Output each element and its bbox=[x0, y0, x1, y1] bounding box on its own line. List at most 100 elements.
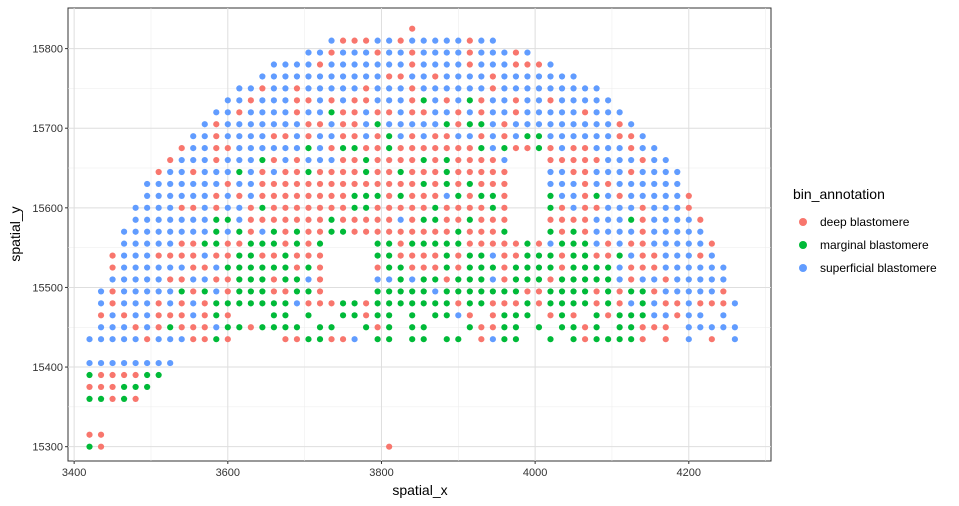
data-point bbox=[535, 300, 543, 307]
data-point bbox=[432, 85, 439, 92]
data-point bbox=[305, 97, 312, 104]
y-tick-label: 15500 bbox=[32, 282, 63, 294]
data-point bbox=[363, 180, 370, 188]
data-point bbox=[397, 73, 404, 80]
data-point bbox=[386, 276, 393, 283]
data-point bbox=[443, 252, 450, 259]
data-point bbox=[339, 73, 347, 80]
data-point bbox=[432, 240, 439, 247]
data-point bbox=[236, 85, 243, 92]
data-point bbox=[374, 97, 381, 104]
data-point bbox=[570, 312, 577, 319]
data-point bbox=[639, 288, 646, 295]
data-point bbox=[535, 240, 543, 247]
data-point bbox=[224, 133, 231, 140]
data-point bbox=[178, 264, 185, 271]
data-point bbox=[259, 85, 266, 92]
data-point bbox=[581, 216, 589, 223]
data-point bbox=[120, 312, 128, 319]
data-point bbox=[409, 180, 416, 188]
data-point bbox=[628, 133, 635, 140]
data-point bbox=[651, 312, 658, 319]
data-point bbox=[363, 145, 370, 152]
y-tick-label: 15600 bbox=[32, 203, 63, 215]
data-point bbox=[282, 240, 289, 247]
data-point bbox=[213, 156, 220, 164]
data-point bbox=[581, 264, 589, 271]
data-point bbox=[259, 180, 266, 188]
data-point bbox=[282, 312, 289, 319]
data-point bbox=[201, 168, 208, 176]
data-point bbox=[409, 264, 416, 271]
data-point bbox=[351, 312, 358, 319]
data-point bbox=[512, 300, 520, 307]
data-point bbox=[386, 336, 393, 343]
data-point bbox=[547, 156, 554, 164]
data-point bbox=[535, 73, 543, 80]
data-point bbox=[524, 61, 531, 68]
data-point bbox=[167, 252, 174, 259]
data-point bbox=[616, 216, 623, 223]
data-point bbox=[478, 37, 485, 44]
data-point bbox=[570, 240, 577, 247]
data-point bbox=[86, 395, 93, 403]
data-point bbox=[190, 300, 197, 307]
data-point bbox=[305, 240, 312, 247]
data-point bbox=[639, 336, 646, 343]
data-point bbox=[420, 192, 427, 199]
data-point bbox=[570, 85, 577, 92]
data-point bbox=[501, 240, 508, 247]
y-axis-title: spatial_y bbox=[7, 206, 23, 261]
x-axis-ticks: 3400 3600 3800 4000 4200 bbox=[62, 461, 701, 479]
data-point bbox=[455, 312, 462, 319]
data-point bbox=[282, 85, 289, 92]
data-point bbox=[351, 168, 358, 176]
data-point bbox=[605, 312, 612, 319]
data-point bbox=[224, 109, 231, 116]
data-point bbox=[605, 252, 612, 259]
data-point bbox=[339, 156, 347, 164]
data-point bbox=[443, 228, 450, 235]
data-point bbox=[432, 37, 439, 44]
data-point bbox=[270, 133, 278, 140]
data-point bbox=[489, 180, 496, 188]
data-point bbox=[282, 133, 289, 140]
data-point bbox=[339, 300, 347, 307]
data-point bbox=[363, 216, 370, 223]
data-point bbox=[489, 228, 496, 235]
data-point bbox=[213, 133, 220, 140]
data-point bbox=[593, 288, 600, 295]
data-point bbox=[639, 252, 646, 259]
data-point bbox=[731, 336, 738, 343]
data-point bbox=[247, 145, 254, 152]
data-point bbox=[386, 300, 393, 307]
data-point bbox=[651, 145, 658, 152]
data-point bbox=[374, 180, 381, 188]
data-point bbox=[282, 145, 289, 152]
data-point bbox=[328, 168, 335, 176]
data-point bbox=[386, 97, 393, 104]
data-point bbox=[420, 276, 427, 283]
data-point bbox=[259, 192, 266, 199]
data-point bbox=[213, 252, 220, 259]
data-point bbox=[132, 240, 139, 247]
data-point bbox=[293, 264, 301, 271]
data-point bbox=[466, 49, 473, 56]
data-point bbox=[455, 133, 462, 140]
data-point bbox=[420, 156, 427, 164]
data-point bbox=[363, 37, 370, 44]
data-point bbox=[201, 216, 208, 223]
data-point bbox=[662, 156, 669, 164]
data-point bbox=[478, 121, 485, 128]
data-point bbox=[581, 276, 589, 283]
data-point bbox=[293, 192, 301, 199]
data-point bbox=[409, 37, 416, 44]
data-point bbox=[570, 276, 577, 283]
data-point bbox=[374, 156, 381, 164]
data-point bbox=[639, 168, 646, 176]
data-point bbox=[593, 145, 600, 152]
data-point bbox=[155, 240, 162, 247]
data-point bbox=[132, 324, 139, 331]
data-point bbox=[501, 264, 508, 271]
data-point bbox=[270, 264, 278, 271]
